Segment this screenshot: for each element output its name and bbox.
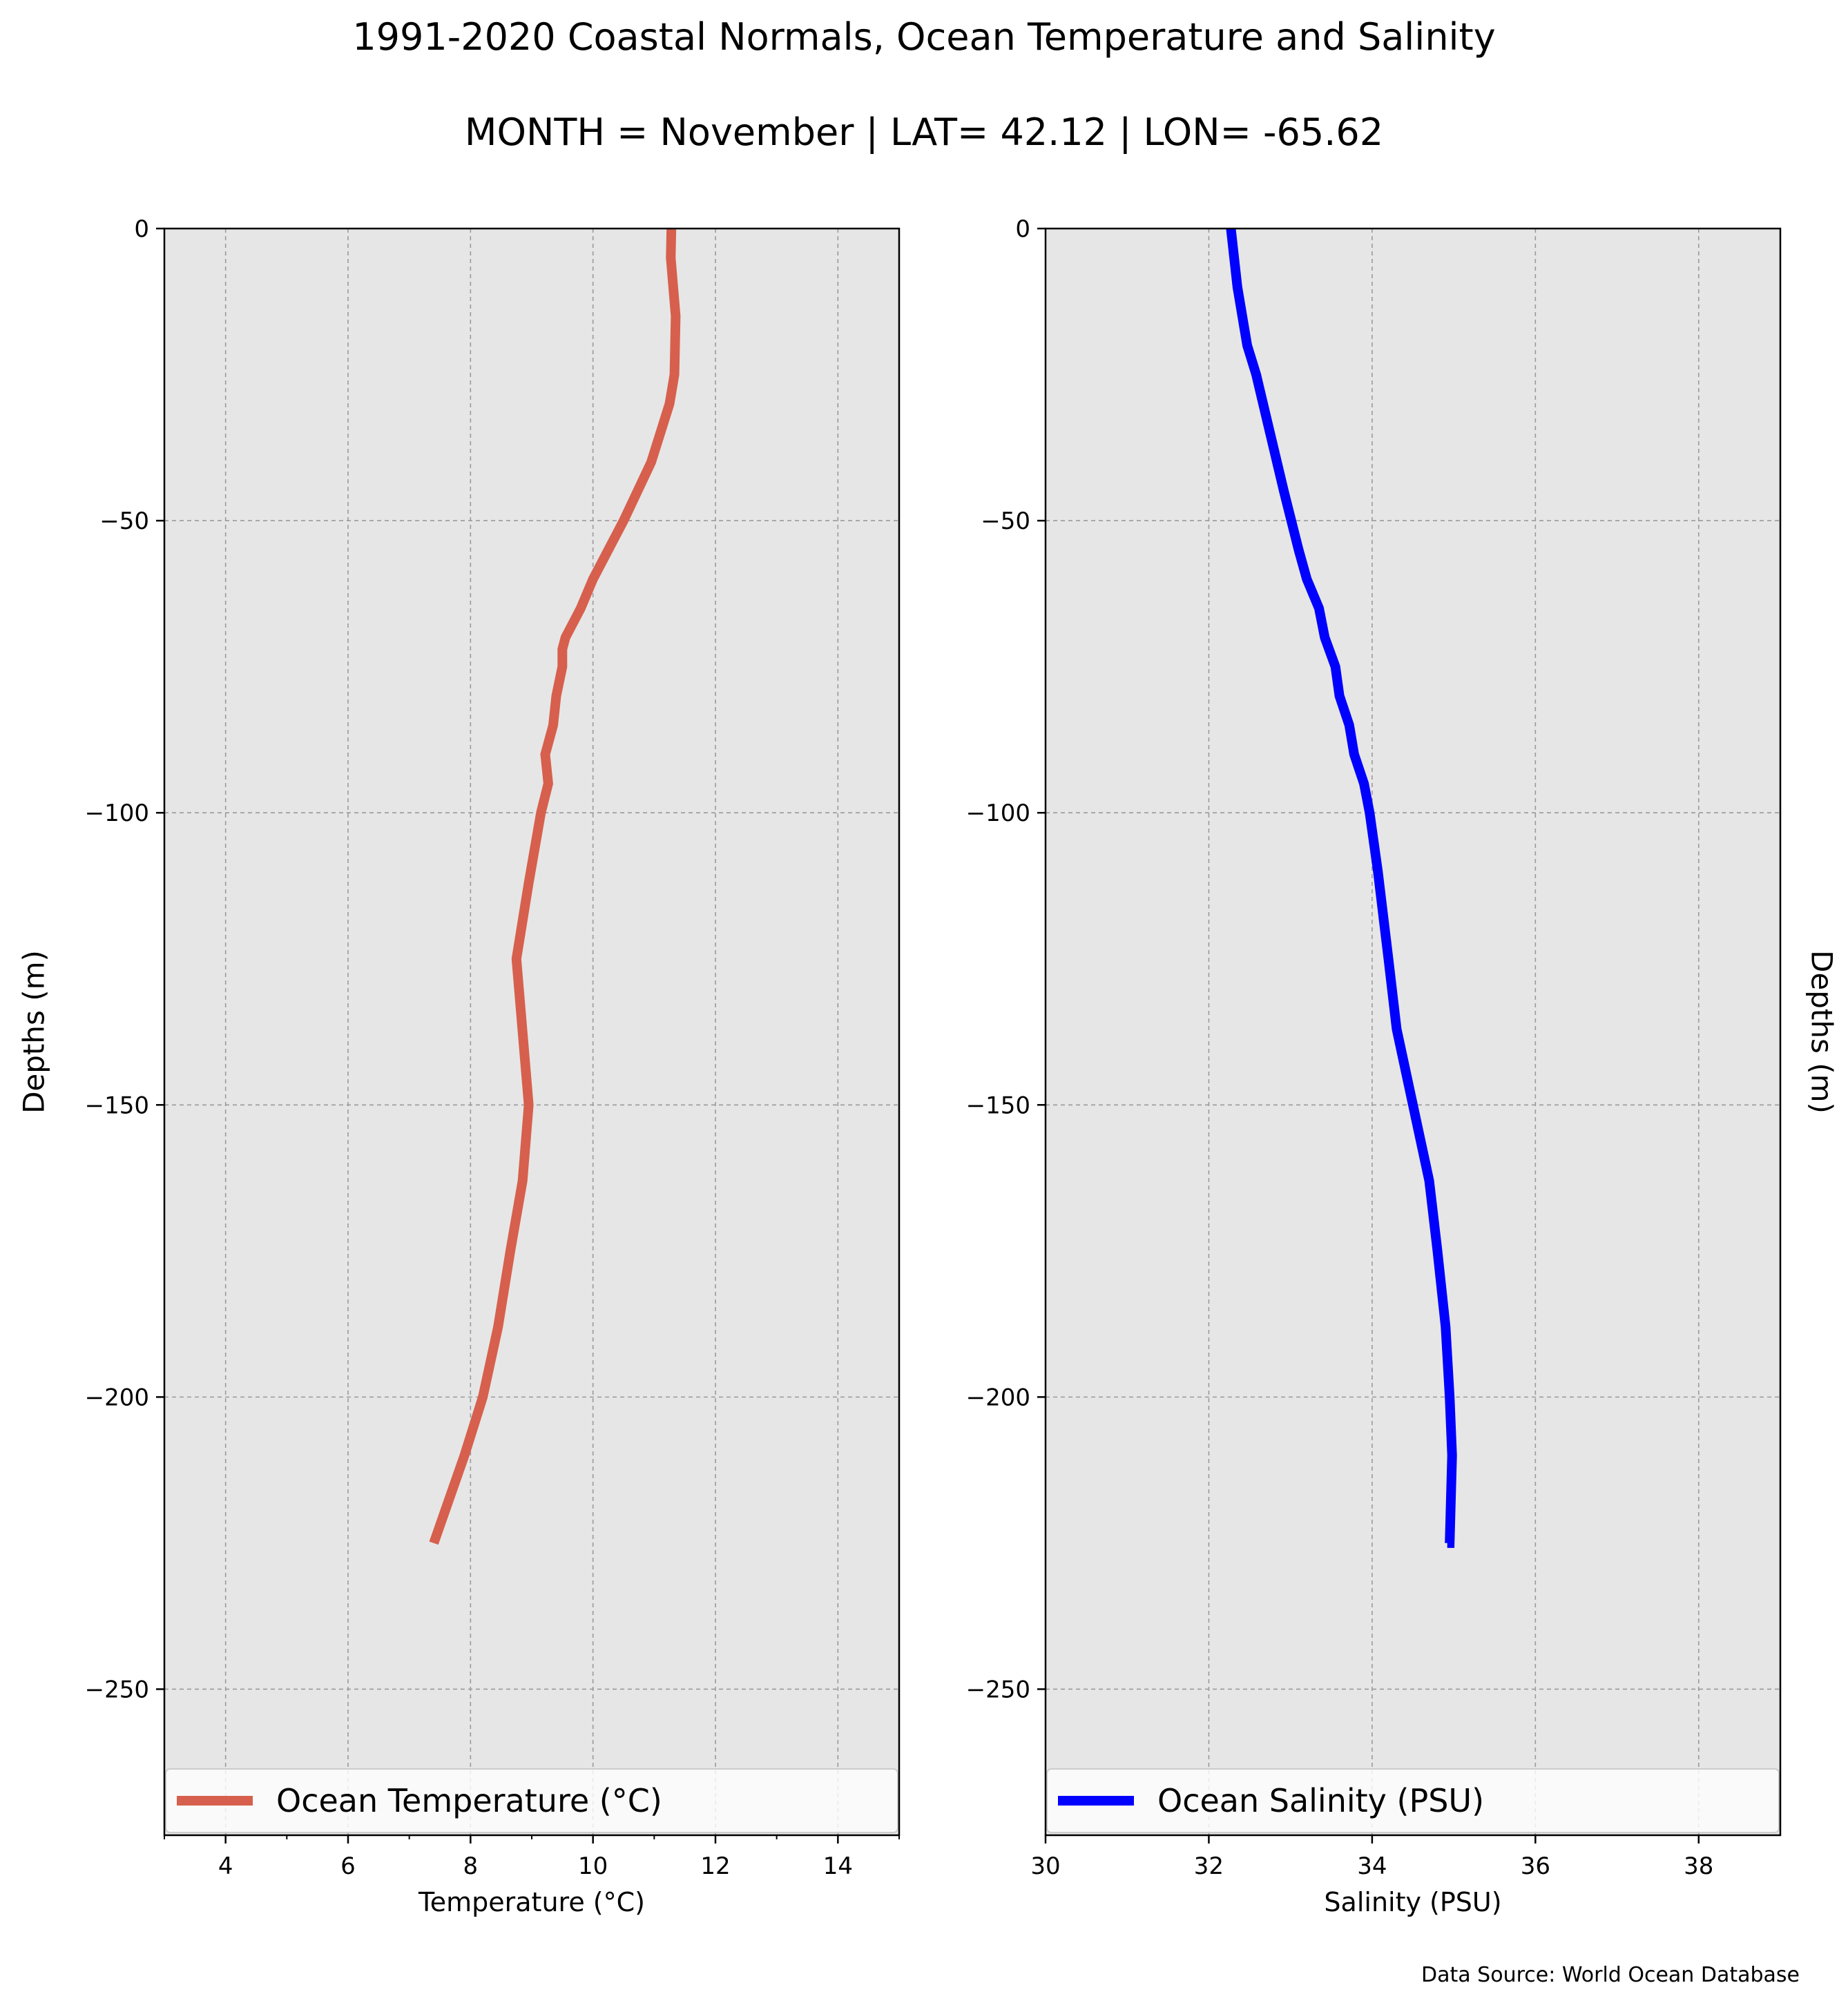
y-tick-label: −250	[85, 1676, 149, 1703]
temperature-x-axis: 4 6 8 10 12 14	[164, 1835, 900, 1880]
x-tick-label: 4	[218, 1852, 233, 1880]
x-tick-label: 14	[823, 1852, 853, 1880]
x-tick-label: 6	[340, 1852, 356, 1880]
x-tick-label: 34	[1357, 1852, 1387, 1880]
figure-subtitle: MONTH = November | LAT= 42.12 | LON= -65…	[465, 110, 1383, 154]
x-tick-label: 8	[463, 1852, 479, 1880]
x-tick-label: 12	[700, 1852, 730, 1880]
salinity-axes-frame	[1044, 227, 1782, 1837]
y-tick-label: −250	[966, 1676, 1030, 1703]
series-line	[1226, 228, 1457, 1548]
y-tick-label: −50	[981, 507, 1030, 535]
temperature-series	[429, 228, 681, 1545]
y-tick-label: 0	[134, 215, 149, 243]
temperature-legend-box	[165, 1768, 898, 1833]
x-tick-label: 32	[1194, 1852, 1224, 1880]
y-tick-label: −50	[99, 507, 149, 535]
data-source-note: Data Source: World Ocean Database	[1421, 1963, 1800, 1987]
x-tick-label: 38	[1684, 1852, 1713, 1880]
salinity-series	[1226, 228, 1457, 1548]
y-tick-label: −150	[85, 1092, 149, 1119]
y-tick-label: −100	[85, 800, 149, 827]
y-tick-label: −100	[966, 800, 1030, 827]
temperature-plot-area	[164, 229, 899, 1835]
salinity-x-axis: 30 32 34 36 38	[1030, 1835, 1713, 1880]
temperature-legend: Ocean Temperature (°C)	[165, 1768, 898, 1833]
salinity-x-axis-label: Salinity (PSU)	[1324, 1887, 1501, 1917]
salinity-legend: Ocean Salinity (PSU)	[1046, 1768, 1780, 1833]
x-tick-label: 10	[578, 1852, 608, 1880]
y-tick-label: −200	[966, 1384, 1030, 1411]
y-tick-label: −150	[966, 1092, 1030, 1119]
temperature-x-axis-label: Temperature (°C)	[418, 1887, 645, 1917]
salinity-legend-label: Ocean Salinity (PSU)	[1157, 1782, 1484, 1819]
y-tick-label: −200	[85, 1384, 149, 1411]
y-tick-label: 0	[1015, 215, 1030, 243]
figure-title: 1991-2020 Coastal Normals, Ocean Tempera…	[352, 15, 1495, 59]
x-tick-label: 36	[1521, 1852, 1550, 1880]
temperature-panel: Ocean Temperature (°C) 4 6 8 10 12 14 0 −50 −10…	[17, 215, 901, 1917]
series-line	[429, 228, 681, 1545]
salinity-plot-area	[1046, 229, 1780, 1835]
temperature-legend-label: Ocean Temperature (°C)	[276, 1782, 662, 1819]
x-tick-label: 30	[1030, 1852, 1060, 1880]
salinity-y-axis-label: Depths (m)	[1805, 950, 1839, 1114]
salinity-legend-box	[1046, 1768, 1780, 1833]
salinity-panel: Ocean Salinity (PSU) 30 32 34 36 38 0 −50 −100…	[966, 215, 1839, 1917]
salinity-y-axis: 0 −50 −100 −150 −200 −250	[966, 215, 1046, 1703]
temperature-y-axis: 0 −50 −100 −150 −200 −250	[85, 215, 164, 1703]
temperature-y-axis-label: Depths (m)	[17, 950, 51, 1114]
